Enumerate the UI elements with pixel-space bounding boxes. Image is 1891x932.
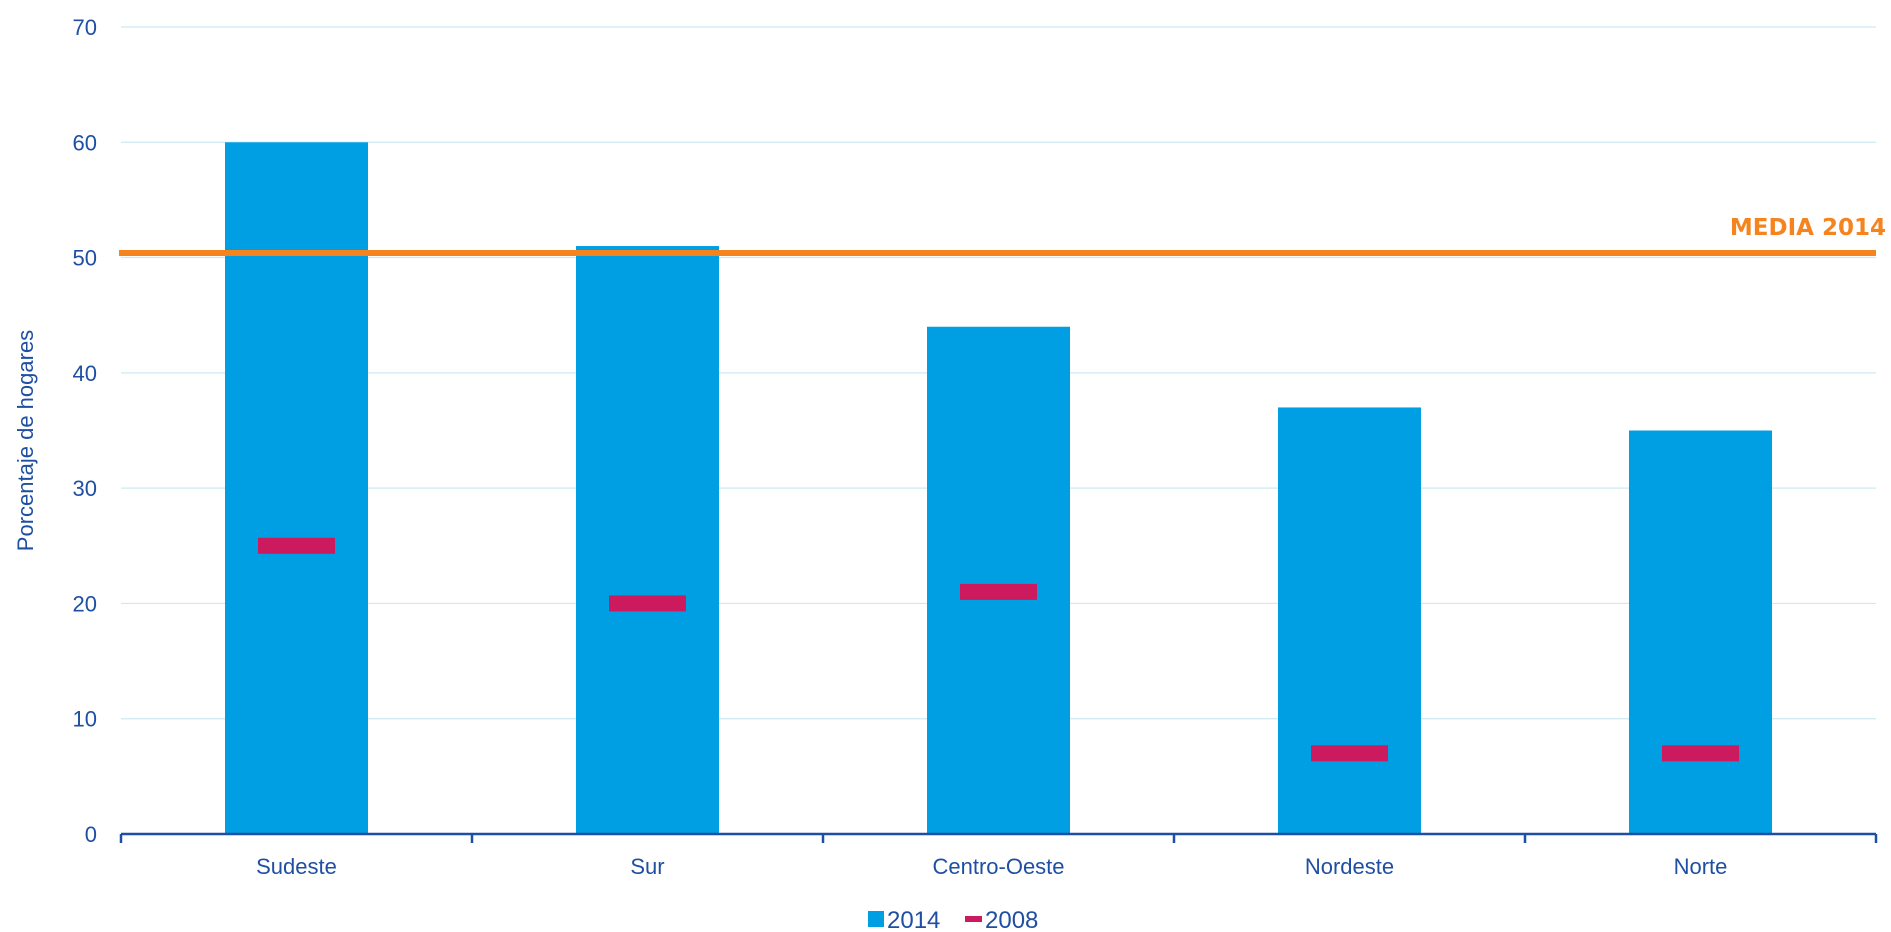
x-tick-label: Sudeste bbox=[256, 854, 337, 879]
bar-2014-sudeste bbox=[225, 142, 368, 835]
bar-2014-sur bbox=[576, 246, 719, 835]
marker-2008-sur bbox=[609, 595, 686, 612]
marker-2008-norte bbox=[1662, 745, 1739, 762]
markers-2008 bbox=[258, 537, 1739, 762]
y-tick-label: 10 bbox=[73, 707, 97, 732]
y-tick-label: 50 bbox=[73, 246, 97, 271]
bar-2014-norte bbox=[1629, 430, 1772, 834]
y-tick-label: 60 bbox=[73, 130, 97, 155]
x-tick-label: Sur bbox=[630, 854, 664, 879]
marker-2008-sudeste bbox=[258, 537, 335, 554]
legend: 2014 2008 bbox=[868, 907, 1038, 932]
x-tick-label: Centro-Oeste bbox=[932, 854, 1064, 879]
legend-label-2008: 2008 bbox=[985, 907, 1038, 932]
y-tick-label: 0 bbox=[85, 822, 97, 847]
legend-swatch-2008 bbox=[965, 916, 982, 922]
y-axis-title: Porcentaje de hogares bbox=[13, 330, 38, 551]
y-tick-label: 40 bbox=[73, 361, 97, 386]
marker-2008-nordeste bbox=[1311, 745, 1388, 762]
media-2014-label: MEDIA 2014 bbox=[1730, 215, 1886, 241]
x-tick-label: Norte bbox=[1674, 854, 1728, 879]
y-tick-label: 20 bbox=[73, 591, 97, 616]
y-tick-label: 70 bbox=[73, 15, 97, 40]
bar-2014-centro-oeste bbox=[927, 326, 1070, 834]
x-axis: Sudeste Sur Centro-Oeste Nordeste Norte bbox=[119, 832, 1878, 879]
bar-2014-nordeste bbox=[1278, 407, 1421, 834]
x-tick-label: Nordeste bbox=[1305, 854, 1394, 879]
y-tick-label: 30 bbox=[73, 476, 97, 501]
bars-2014 bbox=[225, 142, 1772, 835]
y-axis-ticks: 0 10 20 30 40 50 60 70 bbox=[73, 15, 97, 847]
legend-swatch-2014 bbox=[868, 911, 884, 927]
marker-2008-centro-oeste bbox=[960, 583, 1037, 600]
legend-label-2014: 2014 bbox=[887, 907, 940, 932]
